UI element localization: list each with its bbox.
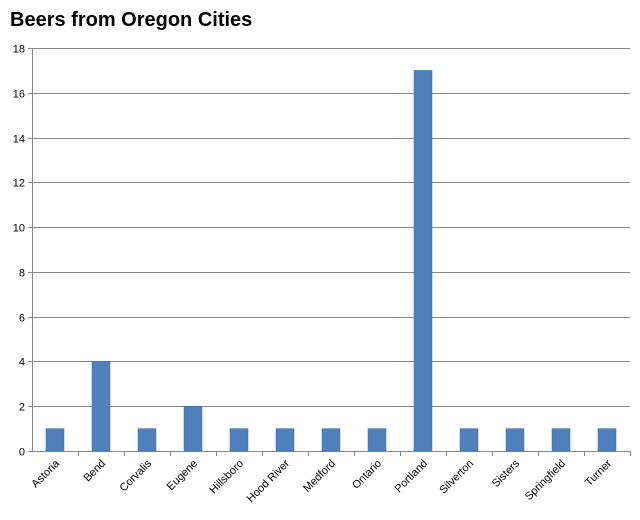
y-tick-label: 4 [19, 357, 25, 369]
x-tick-label: Eugene [165, 458, 200, 493]
x-tick-label: Sisters [490, 457, 523, 490]
y-tick-label: 18 [13, 44, 25, 56]
bar-eugene [183, 405, 203, 452]
bar-portland [413, 70, 433, 452]
x-tick-label: Astoria [29, 457, 62, 490]
bar-silverton [459, 428, 479, 452]
x-tick-label: Bend [81, 458, 108, 485]
y-tick-label: 6 [19, 313, 25, 325]
x-tick-label: Hood River [245, 457, 293, 505]
y-tick-label: 10 [13, 223, 25, 235]
bar-hillsboro [229, 428, 249, 452]
x-tick-label: Hillsboro [207, 458, 246, 497]
x-tick-label: Silverton [437, 458, 476, 497]
bar-medford [321, 428, 341, 452]
bar-hood-river [275, 428, 295, 452]
x-tick-label: Portland [393, 458, 430, 495]
y-tick-label: 14 [13, 134, 25, 146]
y-tick-label: 16 [13, 89, 25, 101]
bars [45, 70, 617, 452]
y-tick-label: 8 [19, 268, 25, 280]
y-tick-label: 0 [19, 447, 25, 459]
gridlines [32, 48, 630, 407]
x-tick-label: Turner [583, 457, 614, 488]
axes [28, 48, 631, 456]
chart-title: Beers from Oregon Cities [10, 9, 253, 31]
x-tick-label: Medford [301, 458, 338, 495]
x-tick-label: Corvalis [118, 457, 155, 494]
bar-ontario [367, 428, 387, 452]
bar-sisters [505, 428, 525, 452]
y-tick-labels: 0 2 4 6 8 10 12 14 16 18 [13, 44, 25, 459]
bar-turner [597, 428, 617, 452]
bar-springfield [551, 428, 571, 452]
bar-astoria [45, 428, 65, 452]
x-tick-label: Ontario [350, 458, 384, 492]
bar-bend [91, 361, 111, 452]
x-tick-label: Springfield [523, 458, 568, 503]
y-tick-label: 2 [19, 402, 25, 414]
y-tick-label: 12 [13, 178, 25, 190]
bar-corvalis [137, 428, 157, 452]
